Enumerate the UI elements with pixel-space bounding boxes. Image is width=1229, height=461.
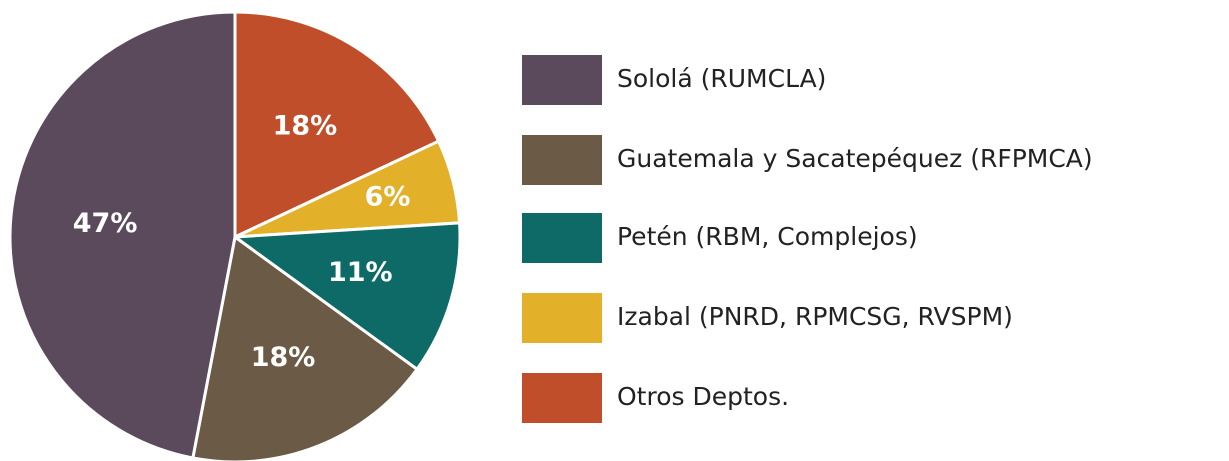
- pie-slice: [233, 10, 441, 240]
- legend-swatch: [522, 293, 602, 343]
- data-label: 47%: [73, 208, 138, 239]
- legend-swatch: [522, 213, 602, 263]
- legend-swatch: [522, 55, 602, 105]
- pie-slice: [230, 221, 462, 372]
- pie-slice: [8, 10, 237, 460]
- legend-label: Petén (RBM, Complejos): [617, 222, 918, 251]
- legend-label: Otros Deptos.: [617, 382, 789, 411]
- data-label: 18%: [251, 342, 316, 373]
- legend-swatch: [522, 373, 602, 423]
- data-label: 18%: [273, 110, 338, 141]
- legend-label: Guatemala y Sacatepéquez (RFPMCA): [617, 144, 1093, 173]
- data-label: 6%: [365, 181, 411, 212]
- pie-slice: [191, 234, 420, 461]
- data-label: 11%: [328, 257, 393, 288]
- legend-label: Izabal (PNRD, RPMCSG, RVSPM): [617, 302, 1013, 331]
- legend-swatch: [522, 135, 602, 185]
- legend-label: Sololá (RUMCLA): [617, 64, 826, 93]
